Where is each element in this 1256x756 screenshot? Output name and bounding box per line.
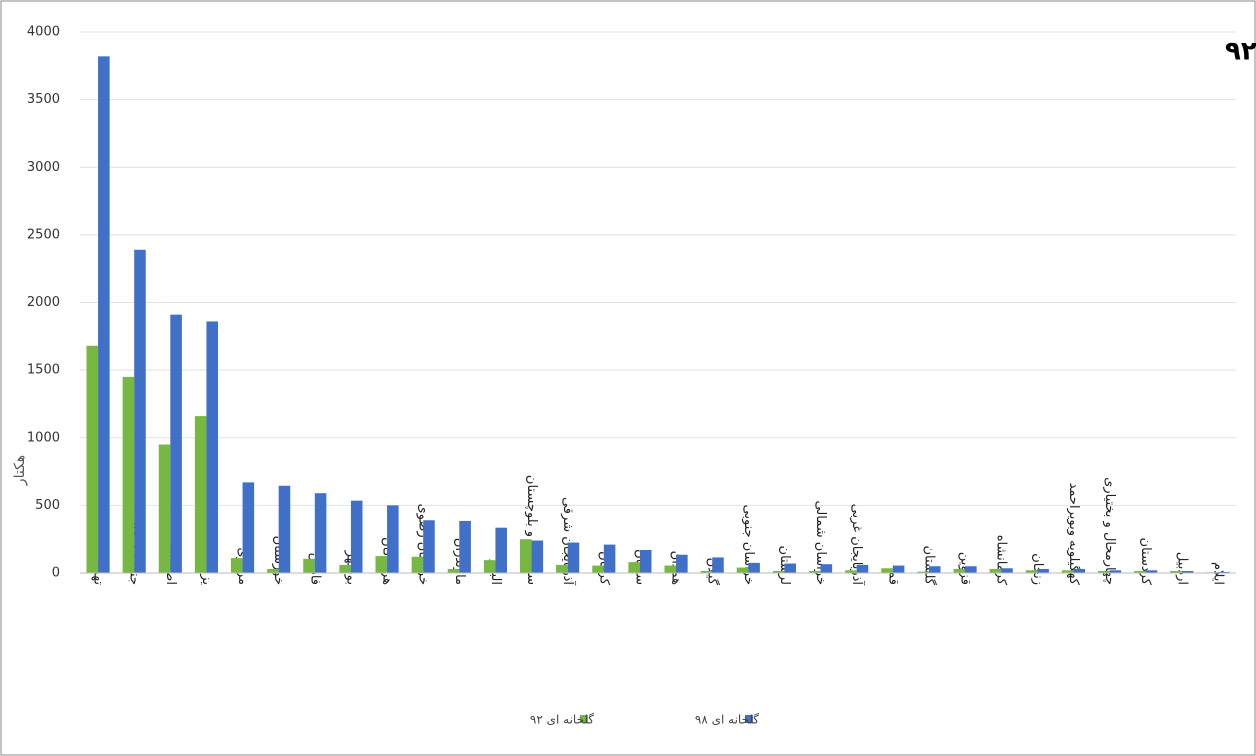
legend-label: گلخانه ای ۹۸ [695,713,759,727]
bar [856,564,869,573]
bar [411,556,424,573]
bar [1145,570,1158,573]
bar [339,564,351,573]
bar [98,56,110,574]
chart-title: وضعیت توسعه کشت گلخانه ای استان ما در سا… [1225,36,1256,67]
bar [628,562,640,573]
bar [567,542,580,573]
bar [989,568,1002,573]
bar [423,520,435,573]
bar [531,540,544,573]
y-axis-label: هکتار [12,455,28,486]
bar [772,570,785,573]
bar [592,565,604,573]
x-tick-label: کهگیلویه وبویراحمد [1066,483,1082,586]
bar [1037,568,1049,573]
y-tick-label: 3000 [27,160,60,175]
bar [748,562,760,573]
bar [206,321,218,573]
bar [170,314,182,573]
bar [350,500,363,573]
bar [965,566,977,573]
bar [1001,568,1013,573]
bar [700,570,713,573]
x-tick-label: کردستان [1138,538,1153,586]
bar [314,493,327,573]
y-tick-label: 500 [35,498,60,513]
y-tick-label: 2000 [27,295,60,310]
bar [1025,570,1038,573]
legend-swatch [745,715,753,723]
y-tick-label: 3500 [27,92,60,107]
bar [639,550,652,573]
bar [712,557,724,573]
bar [736,567,749,573]
bar [892,565,905,573]
x-tick-label: آذربایجان غربی [849,504,866,587]
bar [1134,570,1146,573]
y-tick-label: 1000 [27,430,60,445]
bar [459,520,471,573]
bar [86,345,99,573]
x-tick-label: گلستان [921,545,937,585]
y-tick-label: 0 [52,566,60,581]
bar [483,560,496,573]
bar [158,444,171,573]
bar [303,558,315,573]
bar [1073,568,1085,573]
bar [134,249,146,573]
bar [1181,570,1194,573]
legend-swatch [580,715,588,723]
x-tick-label: کرمانشاه [994,535,1009,586]
bar [664,565,677,573]
bar [676,554,688,573]
x-tick-label: خراسان شمالی [813,500,828,585]
bar [278,485,291,573]
y-tick-label: 2500 [27,227,60,242]
x-tick-label: چهارمحال و بختیاری [1102,477,1117,585]
bar [447,568,460,573]
y-tick-label: 1500 [27,363,60,378]
bar [917,571,929,573]
bar [375,556,388,573]
x-tick-label: قم [885,570,900,585]
bar [953,568,966,573]
bar [387,505,399,573]
bar [520,539,532,573]
legend-label: گلخانه ای ۹۲ [530,713,594,727]
bar [1170,570,1182,573]
bar [845,570,857,573]
bar [194,416,207,573]
bar [1098,570,1110,573]
bar [231,558,243,573]
bar [784,563,796,573]
y-tick-label: 4000 [27,25,60,40]
bar [1061,570,1074,573]
bar [1217,571,1230,573]
bar [881,568,893,573]
bar [242,482,255,573]
x-tick-label: اردبیل [1174,552,1189,585]
bar [495,527,507,573]
bar [928,566,941,573]
bar [820,564,833,573]
bar [267,568,279,573]
bar [122,376,135,573]
bar [556,564,568,573]
bar [809,570,821,573]
bar [603,544,616,573]
bar [1109,570,1122,573]
